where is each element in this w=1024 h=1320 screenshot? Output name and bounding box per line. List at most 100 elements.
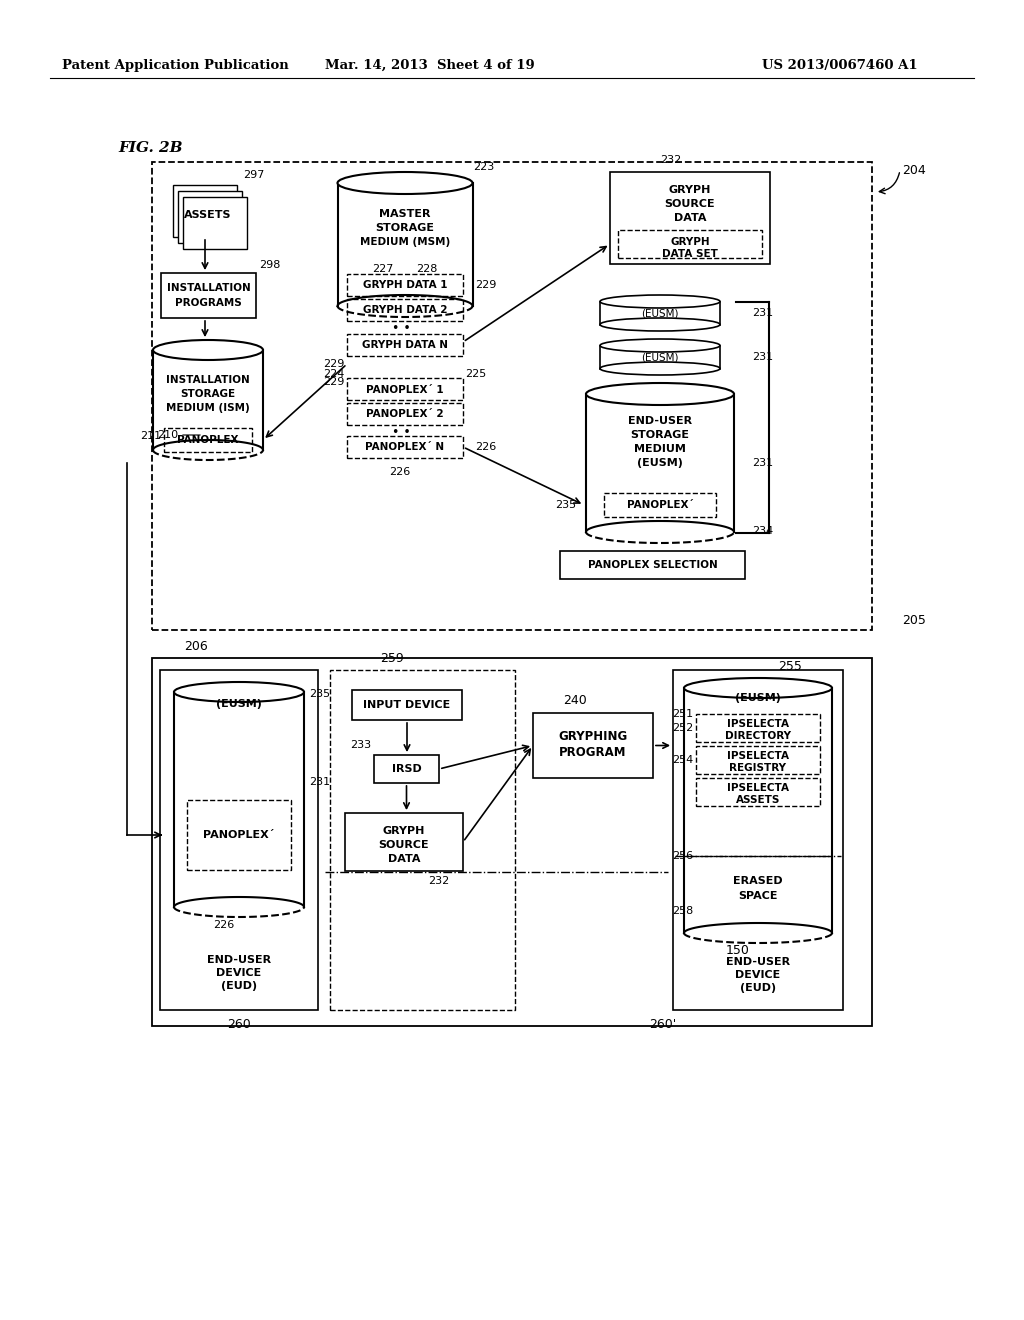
- Text: Mar. 14, 2013  Sheet 4 of 19: Mar. 14, 2013 Sheet 4 of 19: [326, 58, 535, 71]
- Text: US 2013/0067460 A1: US 2013/0067460 A1: [762, 58, 918, 71]
- Bar: [560, 550, 745, 579]
- Text: 254: 254: [672, 755, 693, 766]
- Text: 256: 256: [672, 851, 693, 861]
- Text: END-USER: END-USER: [628, 416, 692, 426]
- Text: 231: 231: [752, 352, 773, 362]
- Bar: [347, 378, 463, 400]
- Text: PROGRAM: PROGRAM: [559, 747, 627, 759]
- Bar: [338, 183, 472, 306]
- Text: (EUD): (EUD): [740, 983, 776, 993]
- Text: STORAGE: STORAGE: [631, 430, 689, 440]
- Bar: [152, 657, 872, 1026]
- Text: MASTER: MASTER: [379, 209, 431, 219]
- Text: MEDIUM (MSM): MEDIUM (MSM): [359, 238, 451, 247]
- Bar: [604, 492, 716, 517]
- Bar: [178, 191, 242, 243]
- Text: 229: 229: [324, 378, 345, 387]
- Ellipse shape: [600, 362, 720, 375]
- Text: 232: 232: [428, 876, 450, 886]
- Text: 211: 211: [140, 432, 161, 441]
- Bar: [600, 346, 720, 368]
- Text: 231: 231: [309, 777, 330, 787]
- Text: 252: 252: [672, 723, 693, 733]
- Ellipse shape: [586, 383, 734, 405]
- Text: PANOPLEX SELECTION: PANOPLEX SELECTION: [588, 560, 718, 570]
- Text: 298: 298: [259, 260, 281, 271]
- Text: IPSELECTA: IPSELECTA: [727, 719, 790, 729]
- Bar: [345, 813, 463, 871]
- Ellipse shape: [600, 294, 720, 308]
- Text: PANOPLEX´: PANOPLEX´: [204, 830, 274, 840]
- Text: GRYPH DATA 1: GRYPH DATA 1: [362, 280, 447, 290]
- Text: 234: 234: [752, 525, 773, 536]
- Text: 240: 240: [563, 693, 587, 706]
- Bar: [330, 671, 515, 1010]
- Text: 226: 226: [389, 467, 411, 477]
- Text: PROGRAMS: PROGRAMS: [175, 298, 242, 308]
- Text: SOURCE: SOURCE: [379, 840, 429, 850]
- Bar: [173, 185, 237, 238]
- Bar: [347, 403, 463, 425]
- Text: (EUSM): (EUSM): [641, 352, 679, 362]
- Text: PANOPLEX´ N: PANOPLEX´ N: [366, 442, 444, 451]
- Text: 229: 229: [324, 359, 345, 370]
- Text: DEVICE: DEVICE: [735, 970, 780, 979]
- Text: 225: 225: [465, 370, 486, 379]
- Text: 206: 206: [184, 639, 208, 652]
- Text: PANOPLEX´ 1: PANOPLEX´ 1: [367, 385, 443, 395]
- Text: 227: 227: [373, 264, 393, 275]
- Bar: [161, 273, 256, 318]
- Bar: [347, 275, 463, 296]
- Bar: [152, 162, 872, 630]
- Text: (EUSM): (EUSM): [637, 458, 683, 469]
- Bar: [352, 690, 462, 719]
- Bar: [347, 334, 463, 356]
- Text: STORAGE: STORAGE: [180, 389, 236, 399]
- Text: 235: 235: [555, 500, 575, 510]
- Text: GRYPH: GRYPH: [669, 185, 712, 195]
- Bar: [618, 230, 762, 257]
- Text: 224: 224: [324, 370, 345, 379]
- Text: (EUSM): (EUSM): [641, 308, 679, 318]
- Bar: [153, 350, 263, 450]
- Text: 251: 251: [672, 709, 693, 719]
- Text: SOURCE: SOURCE: [665, 199, 716, 209]
- Ellipse shape: [600, 318, 720, 331]
- Text: INSTALLATION: INSTALLATION: [166, 375, 250, 385]
- Text: (EUD): (EUD): [221, 981, 257, 991]
- Text: DEVICE: DEVICE: [216, 968, 261, 978]
- Ellipse shape: [338, 172, 472, 194]
- Text: REGISTRY: REGISTRY: [729, 763, 786, 774]
- Text: 226: 226: [213, 920, 234, 931]
- Text: SPACE: SPACE: [738, 891, 778, 902]
- Text: 232: 232: [660, 154, 681, 165]
- Text: 231: 231: [752, 308, 773, 318]
- Text: (EUSM): (EUSM): [216, 700, 262, 709]
- Text: Patent Application Publication: Patent Application Publication: [62, 58, 289, 71]
- Bar: [673, 671, 843, 1010]
- Text: IPSELECTA: IPSELECTA: [727, 751, 790, 762]
- Text: 150: 150: [726, 945, 750, 957]
- Text: INPUT DEVICE: INPUT DEVICE: [364, 700, 451, 710]
- Text: 297: 297: [243, 170, 264, 180]
- Text: 223: 223: [473, 162, 495, 172]
- Text: ERASED: ERASED: [733, 876, 782, 886]
- Bar: [534, 713, 653, 777]
- Ellipse shape: [600, 339, 720, 352]
- Text: PANOPLEX´: PANOPLEX´: [627, 500, 693, 510]
- Text: (EUSM): (EUSM): [735, 693, 781, 704]
- Text: 255: 255: [778, 660, 802, 672]
- Bar: [183, 197, 247, 249]
- Text: FIG. 2B: FIG. 2B: [118, 141, 182, 154]
- Bar: [684, 688, 831, 933]
- Text: ASSETS: ASSETS: [736, 795, 780, 805]
- Text: GRYPH DATA N: GRYPH DATA N: [362, 341, 449, 350]
- Text: IPSELECTA: IPSELECTA: [727, 783, 790, 793]
- Ellipse shape: [174, 682, 304, 702]
- Text: 226: 226: [475, 442, 497, 451]
- Bar: [696, 714, 820, 742]
- Text: 228: 228: [417, 264, 437, 275]
- Text: 210: 210: [157, 430, 178, 440]
- Bar: [347, 300, 463, 321]
- Bar: [586, 393, 734, 532]
